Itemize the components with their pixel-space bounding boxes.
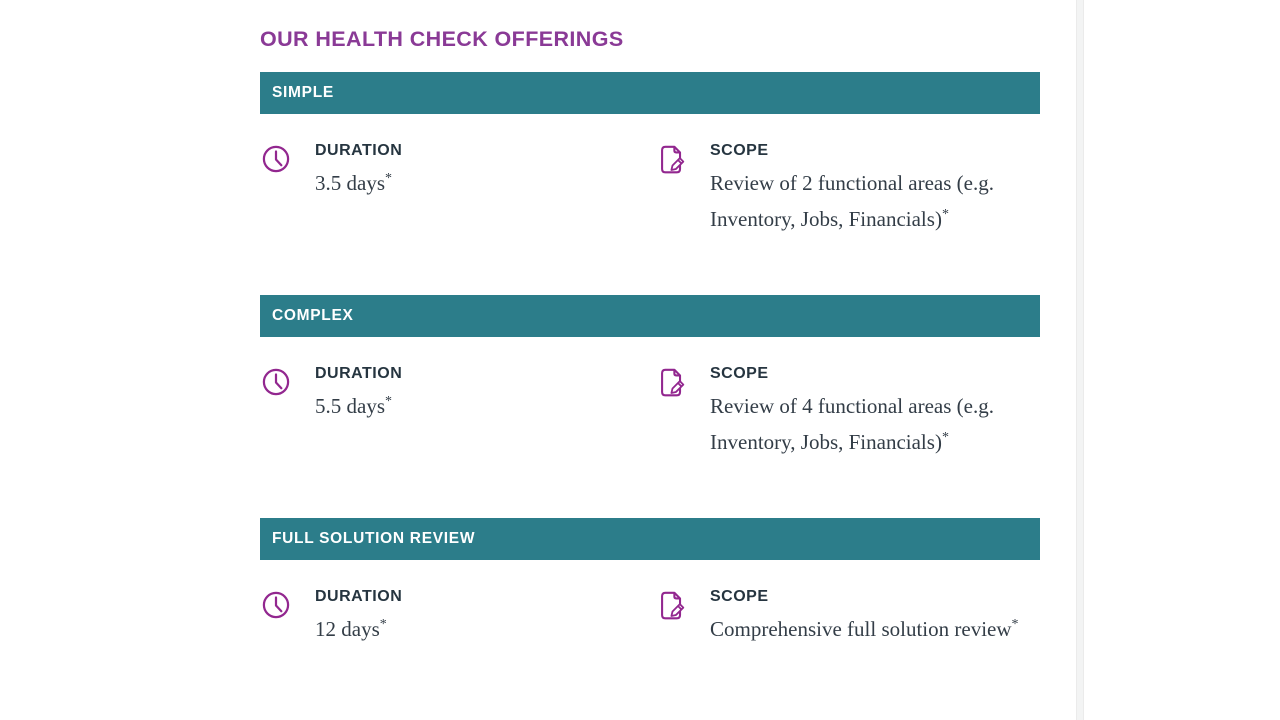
section-row: DURATION 12 days*	[260, 587, 1040, 647]
duration-feature: DURATION 3.5 days*	[260, 141, 655, 237]
scope-feature: SCOPE Review of 4 functional areas (e.g.…	[655, 364, 1040, 460]
scope-value-text: Review of 2 functional areas (e.g. Inven…	[710, 171, 994, 231]
scope-text: SCOPE Comprehensive full solution review…	[710, 587, 1019, 647]
section-header-bar: SIMPLE	[260, 72, 1040, 114]
section-row: DURATION 5.5 days*	[260, 364, 1040, 460]
footnote-marker: *	[379, 617, 387, 632]
page-edge-strip	[1076, 0, 1084, 720]
main-content: OUR HEALTH CHECK OFFERINGS SIMPLE DURATI…	[260, 27, 1040, 705]
duration-value-text: 5.5 days	[315, 394, 385, 418]
section-complex: COMPLEX DURATION 5.5 days*	[260, 295, 1040, 460]
duration-label: DURATION	[315, 365, 403, 382]
section-simple: SIMPLE DURATION 3.5 days*	[260, 72, 1040, 237]
scope-feature: SCOPE Comprehensive full solution review…	[655, 587, 1040, 647]
footnote-marker: *	[1011, 617, 1019, 632]
footnote-marker: *	[385, 394, 392, 409]
duration-label: DURATION	[315, 142, 403, 159]
scope-value-text: Review of 4 functional areas (e.g. Inven…	[710, 394, 994, 454]
document-pencil-icon	[655, 587, 691, 623]
duration-value: 12 days*	[315, 611, 402, 647]
duration-text: DURATION 5.5 days*	[315, 364, 402, 424]
section-row: DURATION 3.5 days*	[260, 141, 1040, 237]
section-header-label: SIMPLE	[272, 84, 334, 101]
scope-value: Review of 2 functional areas (e.g. Inven…	[710, 165, 1022, 237]
duration-value: 3.5 days*	[315, 165, 402, 201]
scope-value: Review of 4 functional areas (e.g. Inven…	[710, 388, 1022, 460]
scope-value: Comprehensive full solution review*	[710, 611, 1019, 647]
duration-value: 5.5 days*	[315, 388, 402, 424]
scope-text: SCOPE Review of 4 functional areas (e.g.…	[710, 364, 1022, 460]
scope-value-text: Comprehensive full solution review	[710, 617, 1012, 641]
document-pencil-icon	[655, 141, 691, 177]
duration-feature: DURATION 12 days*	[260, 587, 655, 647]
section-header-bar: COMPLEX	[260, 295, 1040, 337]
scope-text: SCOPE Review of 2 functional areas (e.g.…	[710, 141, 1022, 237]
duration-text: DURATION 3.5 days*	[315, 141, 402, 201]
duration-value-text: 12 days	[315, 617, 380, 641]
section-header-label: FULL SOLUTION REVIEW	[272, 530, 476, 547]
footnote-marker: *	[385, 171, 392, 186]
scope-label: SCOPE	[710, 365, 769, 382]
section-header-bar: FULL SOLUTION REVIEW	[260, 518, 1040, 560]
section-full-solution-review: FULL SOLUTION REVIEW DURATION 12 days*	[260, 518, 1040, 647]
clock-icon	[260, 141, 296, 175]
footnote-marker: *	[941, 207, 949, 222]
clock-icon	[260, 364, 296, 398]
scope-label: SCOPE	[710, 142, 769, 159]
duration-value-text: 3.5 days	[315, 171, 385, 195]
duration-text: DURATION 12 days*	[315, 587, 402, 647]
section-header-label: COMPLEX	[272, 307, 354, 324]
duration-label: DURATION	[315, 588, 403, 605]
clock-icon	[260, 587, 296, 621]
scope-feature: SCOPE Review of 2 functional areas (e.g.…	[655, 141, 1040, 237]
page-title: OUR HEALTH CHECK OFFERINGS	[260, 27, 624, 51]
footnote-marker: *	[941, 430, 949, 445]
scope-label: SCOPE	[710, 588, 769, 605]
duration-feature: DURATION 5.5 days*	[260, 364, 655, 460]
document-pencil-icon	[655, 364, 691, 400]
